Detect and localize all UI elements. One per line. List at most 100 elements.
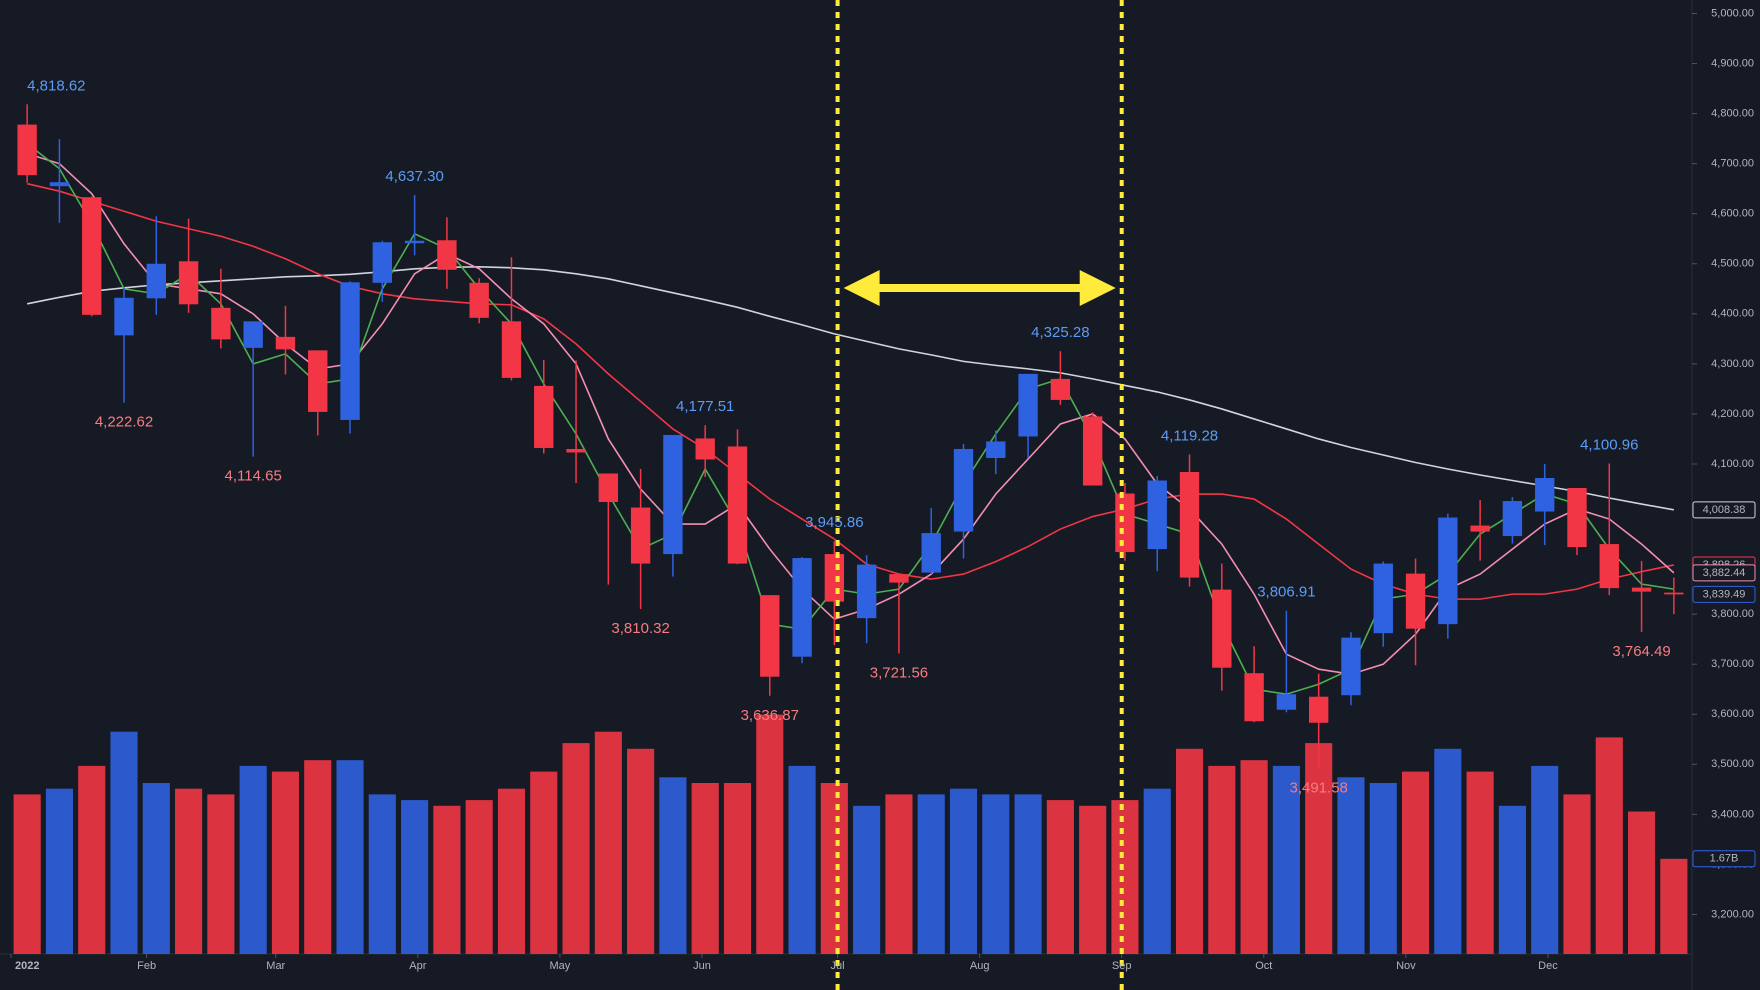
- price-annotation: 3,945.86: [805, 514, 863, 531]
- candle-body: [695, 438, 715, 460]
- candle-body: [727, 446, 748, 564]
- candle-body: [824, 554, 845, 602]
- volume-bar: [1660, 858, 1688, 954]
- volume-bar: [1434, 748, 1462, 954]
- moving-average: [26, 152, 1675, 676]
- candle-body: [1405, 573, 1426, 629]
- candle-body: [82, 197, 102, 315]
- volume-bar: [1240, 760, 1268, 954]
- y-tick-label: 4,200.00: [1711, 408, 1754, 420]
- candle-body: [760, 595, 780, 677]
- y-tick-label: 4,300.00: [1711, 358, 1754, 370]
- volume-bar: [853, 805, 881, 954]
- candle-body: [211, 307, 231, 340]
- volume-bar: [271, 771, 300, 954]
- candle-body: [275, 336, 296, 350]
- x-tick-label: Jul: [831, 960, 845, 972]
- ma-layer: [26, 143, 1675, 696]
- volume-bar: [1531, 765, 1559, 954]
- price-annotation: 3,810.32: [611, 620, 669, 637]
- volume-layer: [13, 714, 1688, 954]
- volume-bar: [723, 783, 752, 954]
- volume-bar: [1337, 777, 1365, 954]
- volume-bar: [401, 800, 429, 954]
- volume-bar: [13, 794, 41, 954]
- x-tick-label: Sep: [1112, 960, 1132, 972]
- volume-bar: [142, 783, 170, 954]
- volume-bar: [1208, 765, 1236, 954]
- price-annotation: 3,806.91: [1257, 584, 1315, 601]
- candle-body: [1276, 694, 1297, 710]
- candle-body: [1147, 480, 1167, 550]
- candle-body: [372, 242, 393, 283]
- x-tick-label: Oct: [1255, 960, 1272, 972]
- volume-bar: [949, 788, 978, 954]
- y-tick-label: 4,600.00: [1711, 208, 1754, 220]
- candle-body: [630, 507, 651, 564]
- candle-body: [49, 182, 70, 187]
- price-marker: [1692, 564, 1756, 582]
- volume-bar: [1369, 783, 1397, 954]
- volume-bar: [1628, 811, 1656, 954]
- candle-body: [469, 282, 489, 318]
- candle-body: [792, 558, 812, 657]
- price-marker-label: 3,839.49: [1703, 588, 1746, 600]
- volume-bar: [1046, 800, 1074, 954]
- volume-bar: [1014, 794, 1042, 954]
- x-tick-label: Dec: [1538, 960, 1558, 972]
- volume-bar: [530, 771, 558, 954]
- volume-bar: [1272, 765, 1300, 954]
- volume-bar: [1401, 771, 1430, 954]
- candle-body: [1599, 544, 1619, 589]
- candle-body: [856, 564, 877, 619]
- candle-body: [921, 533, 941, 573]
- volume-bar: [1175, 748, 1204, 954]
- price-marker: [1692, 501, 1756, 519]
- price-marker: [1692, 585, 1756, 603]
- candle-body: [1115, 493, 1135, 553]
- candle-body: [243, 321, 263, 348]
- price-annotation: 4,637.30: [385, 168, 443, 185]
- x-tick-label: 2022: [15, 960, 39, 972]
- volume-bar: [497, 788, 526, 954]
- volume-bar: [110, 731, 138, 954]
- volume-bar: [1563, 794, 1591, 954]
- x-tick-label: Aug: [970, 960, 990, 972]
- candle-body: [178, 261, 199, 305]
- candle-body: [1664, 592, 1684, 595]
- candle-body: [17, 124, 37, 176]
- volume-bar: [1111, 800, 1139, 954]
- candle-body: [1212, 589, 1232, 668]
- volume-bar: [1079, 805, 1107, 954]
- volume-bar: [659, 777, 687, 954]
- volume-bar: [788, 765, 816, 954]
- candle-body: [1244, 673, 1264, 722]
- volume-bar: [368, 794, 396, 954]
- candle-body: [534, 385, 554, 448]
- volume-bar: [465, 800, 493, 954]
- y-tick-label: 3,700.00: [1711, 658, 1754, 670]
- x-tick-label: May: [550, 960, 571, 972]
- price-annotation: 4,100.96: [1580, 436, 1638, 453]
- candle-layer: [17, 104, 1684, 769]
- volume-bar: [433, 805, 461, 954]
- moving-average: [26, 265, 1675, 511]
- price-annotation: 4,325.28: [1031, 324, 1089, 341]
- volume-bar: [1595, 737, 1623, 954]
- candle-body: [566, 448, 586, 453]
- price-annotation: 4,177.51: [676, 398, 734, 415]
- volume-bar: [78, 765, 106, 954]
- moving-average: [26, 143, 1674, 696]
- candle-body: [953, 448, 974, 532]
- moving-average: [26, 182, 1675, 600]
- volume-bar: [175, 788, 203, 954]
- candle-body: [308, 350, 328, 412]
- price-annotation: 3,636.87: [741, 707, 799, 724]
- volume-marker: [1692, 850, 1756, 868]
- volume-bar: [304, 760, 332, 954]
- y-tick-label: 4,400.00: [1711, 308, 1754, 320]
- candle-body: [1373, 563, 1393, 634]
- volume-bar: [885, 794, 913, 954]
- price-annotation: 3,764.49: [1612, 643, 1670, 660]
